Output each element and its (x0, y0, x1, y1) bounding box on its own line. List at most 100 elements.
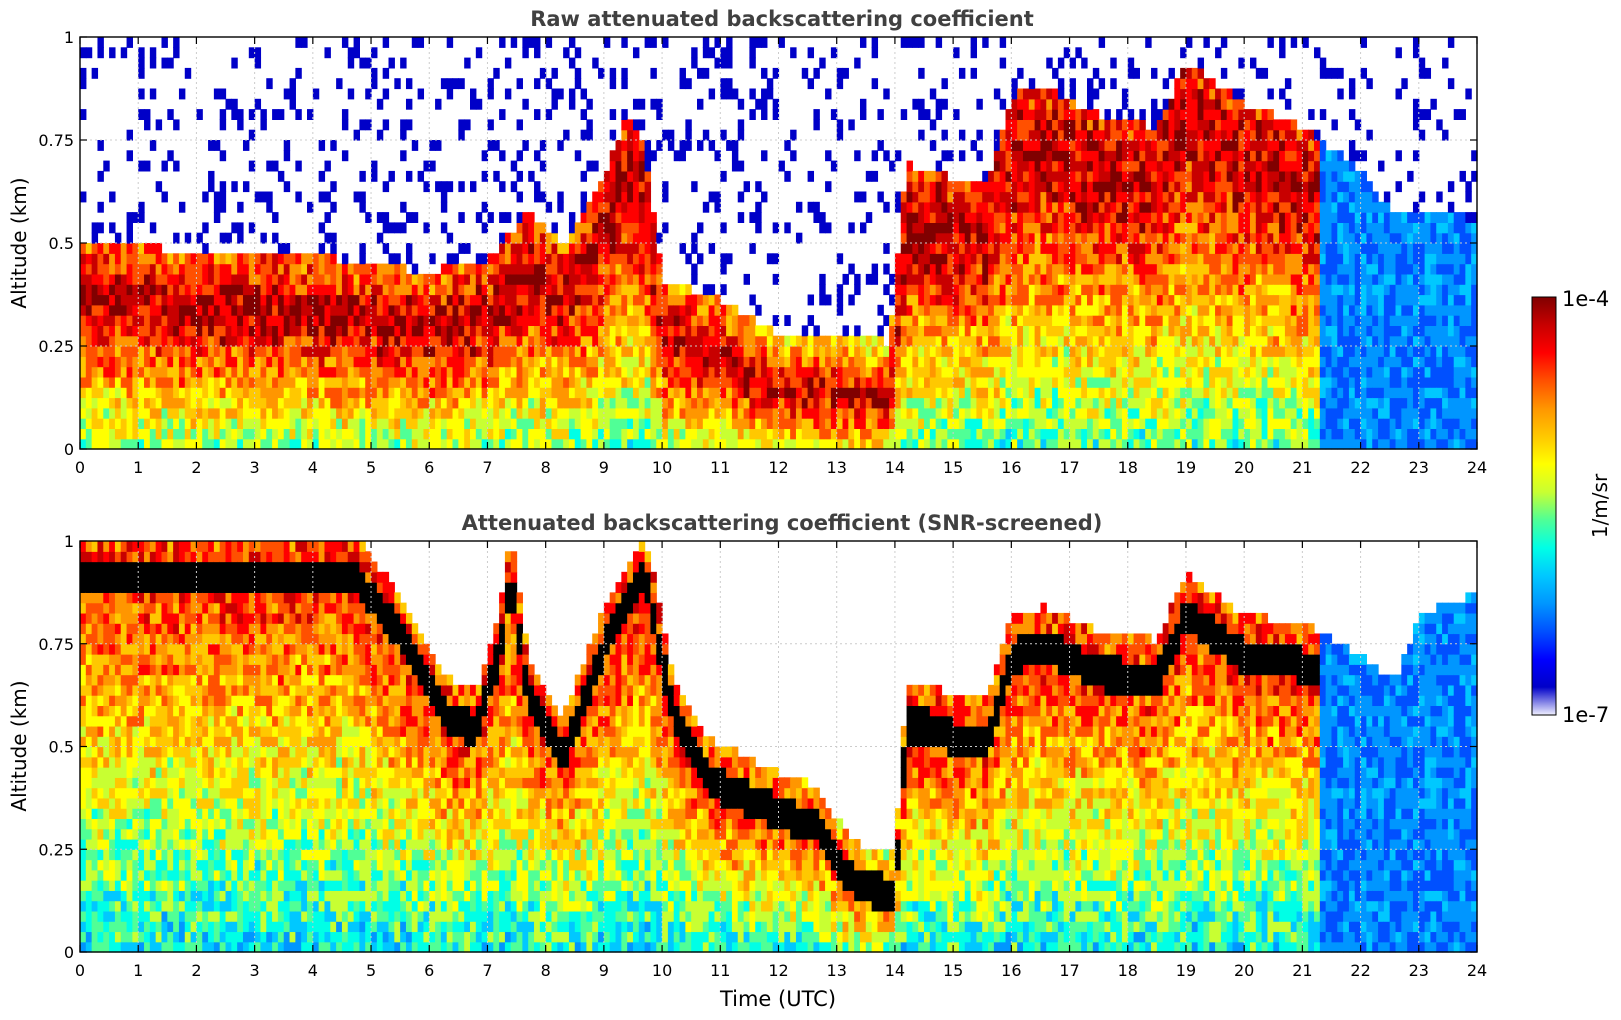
heatmap-cell (749, 438, 756, 450)
heatmap-cell (982, 263, 989, 275)
heatmap-cell (103, 407, 110, 419)
heatmap-cell (528, 356, 535, 368)
heatmap-cell (277, 387, 285, 399)
heatmap-cell (114, 366, 122, 378)
heatmap-cell (435, 273, 442, 285)
heatmap-cell (1168, 119, 1175, 131)
heatmap-cell (615, 346, 622, 357)
heatmap-cell (1197, 376, 1205, 388)
heatmap-cell (365, 315, 372, 326)
heatmap-cell (644, 212, 652, 223)
heatmap-cell (114, 294, 122, 306)
heatmap-cell (894, 366, 902, 378)
heatmap-cell (359, 376, 366, 388)
heatmap-cell (906, 284, 913, 296)
heatmap-cell (522, 263, 529, 275)
heatmap-cell (1017, 438, 1024, 450)
heatmap-cell (638, 201, 646, 213)
heatmap-cell (580, 346, 588, 357)
heatmap-cell (155, 376, 163, 388)
heatmap-cell (958, 67, 966, 79)
heatmap-cell (516, 150, 523, 162)
heatmap-cell (394, 294, 401, 306)
heatmap-cell (935, 181, 943, 193)
heatmap-cell (563, 428, 570, 440)
heatmap-cell (446, 325, 454, 337)
heatmap-cell (493, 366, 500, 378)
heatmap-cell (312, 263, 320, 275)
heatmap-cell (1133, 212, 1140, 223)
heatmap-cell (1116, 397, 1123, 409)
heatmap-cell (551, 325, 558, 337)
heatmap-cell (341, 325, 349, 337)
heatmap-cell (1174, 222, 1181, 234)
heatmap-cell (80, 47, 87, 59)
heatmap-cell (929, 428, 937, 440)
heatmap-cell (173, 418, 180, 429)
heatmap-cell (964, 315, 972, 326)
heatmap-cell (504, 273, 512, 285)
heatmap-cell (953, 181, 960, 193)
heatmap-cell (667, 335, 675, 347)
heatmap-cell (534, 356, 541, 368)
heatmap-cell (225, 335, 232, 347)
heatmap-cell (91, 67, 99, 79)
heatmap-cell (1081, 201, 1088, 213)
heatmap-cell (1145, 212, 1152, 223)
heatmap-cell (778, 366, 785, 378)
heatmap-cell (307, 366, 314, 378)
heatmap-cell (1052, 428, 1059, 440)
heatmap-cell (1104, 438, 1111, 450)
heatmap-cell (114, 376, 122, 388)
heatmap-cell (563, 418, 570, 429)
heatmap-cell (743, 325, 750, 337)
heatmap-cell (237, 397, 244, 409)
heatmap-cell (557, 356, 564, 368)
heatmap-cell (731, 88, 739, 100)
heatmap-cell (266, 284, 273, 296)
heatmap-cell (429, 366, 436, 378)
heatmap-cell (702, 284, 710, 296)
heatmap-cell (574, 438, 582, 450)
heatmap-cell (1028, 98, 1036, 110)
heatmap-cell (656, 366, 663, 378)
heatmap-cell (1005, 356, 1012, 368)
heatmap-cell (318, 325, 326, 337)
heatmap-cell (202, 284, 209, 296)
heatmap-cell (1174, 418, 1181, 429)
heatmap-cell (248, 356, 256, 368)
heatmap-cell (417, 304, 425, 316)
heatmap-cell (918, 315, 925, 326)
heatmap-cell (999, 170, 1007, 182)
heatmap-cell (1127, 150, 1135, 162)
heatmap-cell (1197, 98, 1205, 110)
heatmap-cell (859, 37, 867, 48)
heatmap-cell (993, 273, 1001, 285)
heatmap-cell (103, 315, 110, 326)
heatmap-cell (219, 346, 227, 357)
heatmap-cell (1209, 407, 1216, 419)
heatmap-cell (499, 294, 506, 306)
heatmap-cell (889, 294, 896, 306)
heatmap-cell (534, 294, 541, 306)
heatmap-cell (1180, 109, 1187, 120)
heatmap-cell (248, 325, 256, 337)
heatmap-cell (906, 243, 913, 254)
heatmap-cell (697, 98, 704, 110)
heatmap-cell (248, 129, 256, 141)
heatmap-cell (650, 98, 657, 110)
heatmap-cell (912, 325, 919, 337)
heatmap-cell (1116, 232, 1123, 244)
heatmap-cell (1133, 140, 1140, 151)
heatmap-cell (918, 170, 925, 182)
heatmap-cell (504, 438, 512, 450)
heatmap-cell (1017, 315, 1024, 326)
heatmap-cell (470, 325, 477, 337)
heatmap-cell (225, 438, 232, 450)
heatmap-cell (353, 294, 360, 306)
heatmap-cell (603, 253, 611, 265)
heatmap-cell (731, 304, 739, 316)
heatmap-cell (551, 366, 558, 378)
heatmap-cell (819, 376, 826, 388)
heatmap-cell (685, 428, 692, 440)
